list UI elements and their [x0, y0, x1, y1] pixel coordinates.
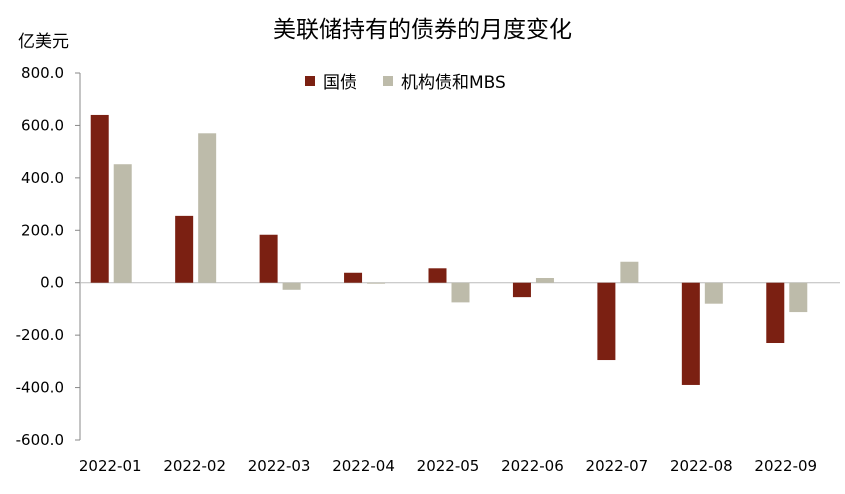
bar-agency-mbs-2022-04 — [367, 282, 386, 284]
y-tick-label: 0.0 — [40, 274, 64, 292]
bar-agency-mbs-2022-08 — [704, 282, 723, 304]
bar-agency-mbs-2022-09 — [789, 282, 808, 313]
bar-agency-mbs-2022-06 — [535, 277, 554, 283]
bar-treasury-2022-07 — [597, 282, 616, 361]
bar-treasury-2022-04 — [344, 272, 363, 283]
x-tick-label: 2022-04 — [332, 457, 395, 475]
y-tick-label: 600.0 — [21, 116, 64, 134]
y-tick-label: -200.0 — [16, 326, 64, 344]
legend-item-agency-mbs: 机构债和MBS — [383, 68, 506, 93]
legend-label-agency-mbs: 机构债和MBS — [401, 73, 506, 93]
legend-swatch-treasury — [305, 75, 315, 86]
x-tick-label: 2022-06 — [501, 457, 564, 475]
x-tick-label: 2022-03 — [248, 457, 311, 475]
bar-agency-mbs-2022-05 — [451, 282, 470, 303]
bar-treasury-2022-03 — [259, 234, 278, 283]
bar-agency-mbs-2022-03 — [282, 282, 301, 290]
bar-treasury-2022-09 — [766, 282, 785, 344]
bar-treasury-2022-02 — [175, 215, 194, 283]
x-tick-label: 2022-08 — [670, 457, 733, 475]
legend-item-treasury: 国债 — [305, 68, 357, 93]
bar-treasury-2022-08 — [681, 282, 700, 385]
x-tick-label: 2022-09 — [754, 457, 817, 475]
bar-treasury-2022-05 — [428, 268, 447, 283]
legend-swatch-agency-mbs — [383, 75, 393, 86]
y-tick-label: 800.0 — [21, 64, 64, 82]
x-tick-label: 2022-02 — [163, 457, 226, 475]
y-tick-label: -400.0 — [16, 379, 64, 397]
legend: 国债 机构债和MBS — [305, 68, 506, 93]
x-tick-label: 2022-01 — [79, 457, 142, 475]
legend-label-treasury: 国债 — [323, 73, 357, 93]
x-tick-label: 2022-05 — [417, 457, 480, 475]
y-axis-unit-label: 亿美元 — [18, 32, 69, 52]
chart-title: 美联储持有的债券的月度变化 — [273, 17, 572, 43]
y-tick-label: 400.0 — [21, 169, 64, 187]
bar-agency-mbs-2022-02 — [198, 133, 217, 283]
y-tick-label: -600.0 — [16, 431, 64, 449]
y-tick-label: 200.0 — [21, 221, 64, 239]
bar-treasury-2022-01 — [90, 114, 109, 283]
bar-agency-mbs-2022-07 — [620, 261, 639, 283]
x-tick-label: 2022-07 — [586, 457, 649, 475]
bar-treasury-2022-06 — [512, 282, 531, 298]
bar-agency-mbs-2022-01 — [113, 164, 132, 283]
